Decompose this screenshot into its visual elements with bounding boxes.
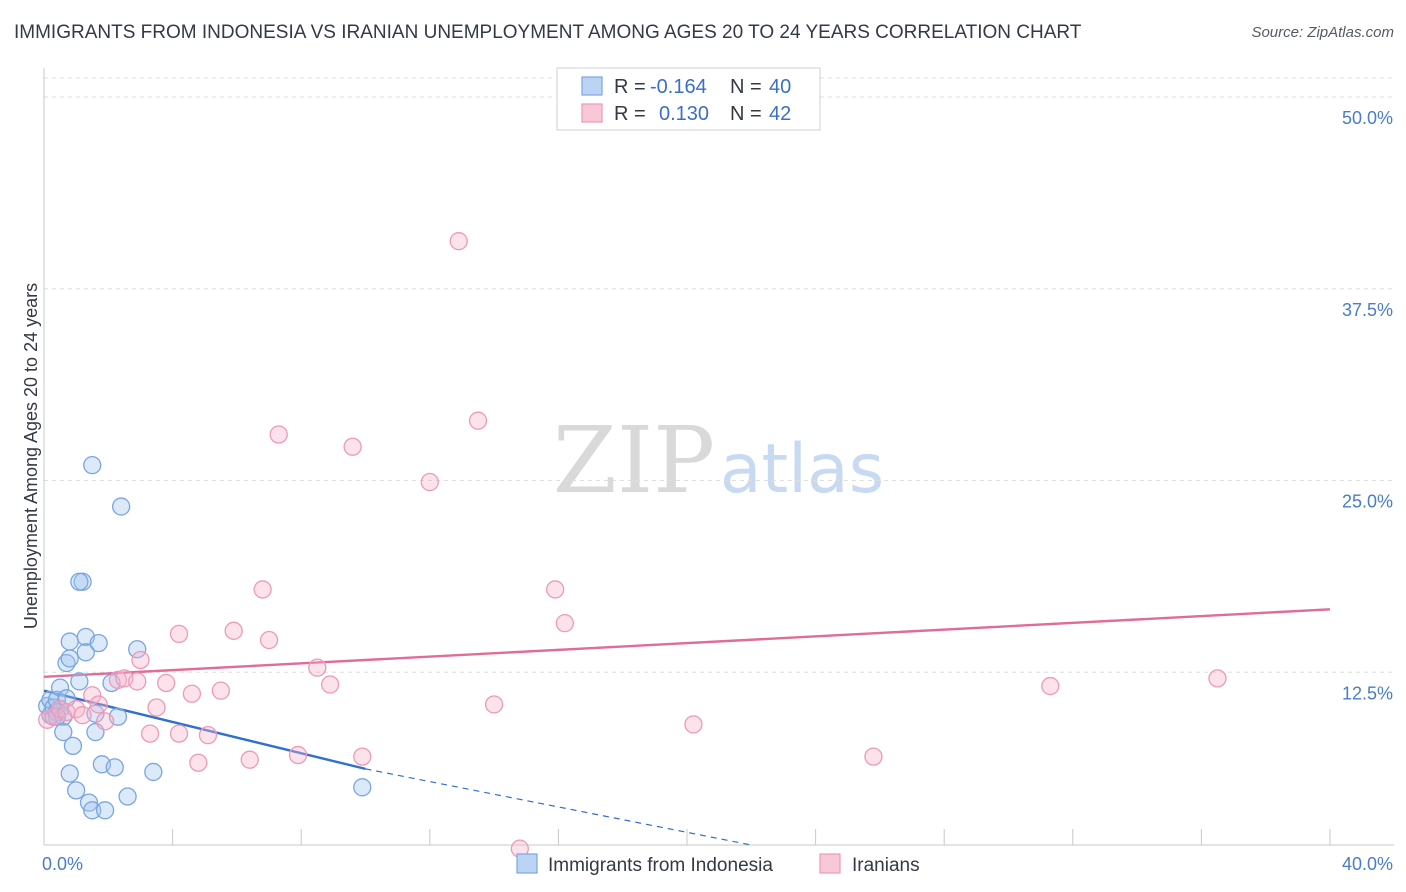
point-indonesia [83, 801, 102, 820]
point-iranians [555, 614, 574, 633]
point-indonesia [76, 643, 95, 662]
point-iranians [89, 695, 108, 714]
series-legend-label-indonesia: Immigrants from Indonesia [548, 855, 773, 876]
legend-n-label-1: N = [730, 76, 762, 98]
point-iranians [189, 753, 208, 772]
trend-lines [43, 608, 1331, 846]
legend-swatch-iranians [581, 103, 603, 123]
point-indonesia [95, 801, 115, 820]
data-points [38, 232, 1227, 858]
point-iranians [308, 658, 327, 677]
y-axis-title: Unemployment Among Ages 20 to 24 years [21, 283, 41, 629]
point-iranians [1041, 676, 1060, 696]
watermark-zip: ZIP [553, 407, 715, 514]
trend-line-indonesia [43, 689, 366, 771]
point-iranians [140, 724, 160, 743]
y-tick-label: 25.0% [1342, 492, 1393, 512]
point-indonesia [50, 678, 70, 697]
legend-r-label-2: R = [614, 103, 646, 125]
stats-legend: R = -0.164 N = 40 R = 0.130 N = 42 [556, 67, 821, 131]
grid-lines [44, 77, 1394, 673]
point-indonesia [60, 649, 79, 668]
point-indonesia [118, 787, 137, 806]
watermark-atlas: atlas [720, 430, 884, 509]
point-iranians [546, 580, 565, 599]
point-indonesia [83, 456, 102, 475]
point-iranians [253, 580, 272, 599]
point-indonesia [144, 762, 163, 782]
point-indonesia [89, 633, 108, 653]
source-label: Source: ZipAtlas.com [1251, 24, 1394, 41]
point-indonesia [128, 640, 147, 659]
legend-n-value-2: 42 [769, 103, 791, 125]
legend-r-value-2: 0.130 [659, 103, 709, 125]
point-iranians [1208, 669, 1227, 688]
point-iranians [169, 724, 189, 743]
point-iranians [468, 411, 488, 430]
x-tick-label: 40.0% [1342, 854, 1393, 874]
legend-r-value-1: -0.164 [650, 76, 707, 98]
point-indonesia [70, 672, 89, 691]
series-legend-label-iranians: Iranians [852, 855, 920, 876]
point-iranians [108, 670, 128, 690]
point-iranians [353, 747, 372, 766]
point-indonesia [105, 758, 124, 777]
point-indonesia [60, 632, 79, 651]
point-iranians [95, 712, 115, 731]
point-iranians [198, 725, 218, 745]
point-iranians [224, 621, 243, 640]
point-iranians [288, 745, 308, 765]
point-iranians [240, 750, 259, 769]
x-tick-label: 0.0% [42, 854, 83, 874]
trend-line-iranians [43, 608, 1331, 679]
series-legend-swatch-indonesia [516, 853, 538, 874]
y-tick-label: 50.0% [1342, 108, 1393, 128]
point-iranians [211, 681, 230, 700]
legend-swatch-indonesia [581, 76, 603, 96]
point-indonesia [60, 764, 79, 783]
point-iranians [182, 684, 202, 703]
point-iranians [83, 686, 102, 705]
point-iranians [320, 675, 340, 694]
point-indonesia [112, 497, 131, 516]
point-iranians [449, 232, 468, 251]
point-iranians [147, 698, 166, 717]
point-indonesia [67, 781, 86, 800]
point-iranians [484, 695, 504, 714]
chart-title: IMMIGRANTS FROM INDONESIA VS IRANIAN UNE… [14, 22, 1082, 43]
point-indonesia [70, 572, 89, 591]
legend-n-value-1: 40 [769, 76, 791, 98]
point-indonesia [63, 736, 83, 756]
point-indonesia [353, 778, 372, 797]
point-iranians [420, 472, 439, 492]
point-indonesia [54, 722, 73, 742]
point-iranians [131, 650, 150, 670]
point-iranians [128, 672, 147, 691]
y-tick-label: 37.5% [1342, 300, 1393, 320]
axes: 12.5% 25.0% 37.5% 50.0% 0.0% 40.0% [42, 68, 1394, 874]
y-tick-label: 12.5% [1342, 683, 1393, 703]
legend-n-label-2: N = [730, 103, 762, 125]
point-iranians [157, 673, 176, 693]
series-legend-swatch-iranians [819, 853, 841, 874]
legend-r-label-1: R = [614, 76, 646, 98]
point-iranians [73, 706, 92, 725]
point-iranians [269, 425, 288, 444]
point-iranians [169, 624, 189, 644]
point-iranians [864, 747, 883, 766]
point-iranians [684, 715, 703, 734]
series-legend: Immigrants from Indonesia Iranians [516, 853, 920, 876]
point-iranians [343, 437, 362, 456]
point-iranians [259, 630, 279, 650]
